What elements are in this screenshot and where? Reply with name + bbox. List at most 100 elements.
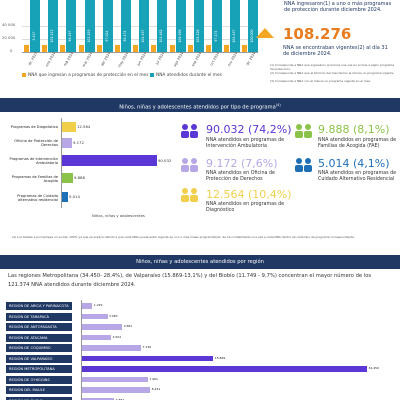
region-chart: REGIÓN DE ARICA Y PARINACOTA 1.249 REGIÓN …: [0, 300, 400, 400]
bar-value-label: 101.462: [159, 29, 164, 43]
region-intro: Las regiones Metropolitana (34.450- 28,4…: [8, 273, 372, 288]
region-bar: [82, 334, 111, 341]
program-label: Programas de Cuidado alternativo residen…: [17, 194, 58, 202]
stat-number-diagnostico: 12.564 (10,4%): [206, 188, 292, 201]
region-value: 8.241: [151, 387, 161, 392]
bar-value-label: 104.437: [141, 29, 146, 43]
month-label: dic 2024: [245, 51, 257, 67]
bar-atendidos: [66, 0, 77, 52]
program-value: 9.888: [74, 175, 85, 180]
bar-atendidos: [102, 0, 113, 52]
region-label: REGIÓN DE ATACAMA: [6, 333, 72, 342]
region-bar: [82, 324, 123, 330]
bar-atendidos: [84, 0, 95, 52]
section-header-by-type: Niños, niñas y adolescentes atendidos po…: [0, 98, 400, 112]
region-bar: [82, 303, 93, 309]
stat-desc-residencial: NNA atendidos en programas de Cuidado Al…: [318, 171, 397, 182]
region-label: REGIÓN DE TARAPACÁ: [6, 312, 72, 321]
bar-atendidos: [157, 0, 168, 52]
top-chart: 40 000 20 000 0 3.417 dic 2023 105.112 ene …: [0, 0, 262, 92]
region-label: REGIÓN DE O'HIGGINS: [6, 375, 72, 384]
bar-ingresan: [133, 45, 139, 52]
bar-atendidos: [175, 0, 186, 52]
y-tick: 40 000: [2, 22, 16, 27]
month-label: ene 2024: [44, 51, 57, 68]
bar-value-label: 3.417: [32, 31, 36, 41]
baseline: [22, 52, 258, 53]
bar-atendidos: [248, 0, 259, 52]
people-icon: [294, 122, 314, 139]
month-label: abr 2024: [99, 51, 112, 67]
bar-atendidos: [193, 0, 204, 52]
bar-value-label: 105.128: [195, 29, 200, 43]
stat-number-residencial: 5.014 (4,1%): [318, 157, 390, 170]
region-value: 34.450: [368, 366, 380, 371]
program-bar-diagnostico: [62, 122, 76, 132]
bar-value-label: 105.112: [50, 29, 55, 43]
bar-ingresan: [206, 45, 211, 52]
bar-value-label: 98.174: [123, 30, 127, 42]
bar-ingresan: [42, 45, 48, 52]
bar-ingresan: [115, 45, 120, 52]
region-value: 7.961: [149, 376, 158, 381]
bar-atendidos: [212, 0, 222, 52]
y-tick: 20 000: [2, 35, 16, 40]
region-bar: [82, 376, 148, 383]
program-label: Programas de Familias de Acogida: [11, 175, 58, 183]
region-value: 3.504: [112, 334, 122, 339]
bar-ingresan: [151, 45, 157, 52]
people-icon: [180, 186, 200, 203]
month-label: oct 2024: [209, 51, 221, 67]
region-value: 1.249: [93, 303, 103, 308]
bar-value-label: 106.198: [177, 29, 182, 43]
right-top-panel: NNA ingresaron(1) a uno o más programas …: [256, 0, 400, 92]
stat-desc-diagnostico: NNA atendidos en programas de Diagnóstic…: [206, 202, 285, 213]
program-stats: 90.032 (74,2%) NNA atendidos en programa…: [180, 118, 400, 224]
type-footnote: (4) Los totales a porcentajes no suman 1…: [12, 235, 355, 239]
bar-ingresan: [96, 45, 102, 52]
note-1: (1) Corresponde a NNA que ingresaron al …: [270, 63, 395, 71]
stat-desc-fae: NNA atendidos en programas de Familias d…: [318, 138, 397, 149]
region-label: REGIÓN DE ARICA Y PARINACOTA: [6, 302, 72, 310]
vigentes-number: 108.276: [283, 25, 352, 43]
ingresados-text: NNA ingresaron(1) a uno o más programas …: [284, 1, 392, 13]
bar-atendidos: [139, 0, 150, 52]
program-value: 12.564: [77, 124, 91, 129]
bar-value-label: 104.437: [232, 29, 237, 43]
region-bar: [82, 366, 367, 372]
section-title: Niños, niñas y adolescentes atendidos po…: [119, 104, 276, 111]
region-label: REGIÓN METROPOLITANA: [6, 365, 72, 373]
program-value: 5.014: [69, 194, 80, 199]
region-label: REGIÓN DE COQUIMBO: [6, 344, 72, 352]
note-3: (3) Corresponde a NNA con al menos un pr…: [270, 79, 371, 83]
stat-number-fae: 9.888 (8,1%): [318, 123, 390, 136]
region-value: 3.083: [109, 313, 118, 318]
month-label: mar 2024: [81, 51, 93, 68]
month-label: jul 2024: [155, 51, 166, 66]
legend-swatch-atendidos: [150, 73, 154, 77]
stat-desc-ambulatoria: NNA atendidos en programas de Intervenci…: [206, 138, 285, 149]
program-axis: [61, 118, 62, 208]
bar-ingresan: [187, 45, 193, 52]
program-bar-fae: [62, 173, 73, 183]
region-value: 7.136: [142, 345, 152, 350]
month-label: sep 2024: [190, 51, 203, 68]
month-label: feb 2024: [63, 51, 75, 67]
section-sup: (4): [275, 103, 281, 107]
region-bar: [82, 355, 214, 362]
region-bar: [82, 345, 142, 351]
section-header-by-region: Niños, niñas y adolescentes atendidos po…: [0, 255, 400, 269]
program-label: Programas de Intervención Ambulatoria: [9, 157, 58, 165]
stat-number-opd: 9.172 (7,6%): [206, 157, 278, 170]
bar-ingresan: [78, 45, 84, 52]
region-bar: [82, 397, 115, 400]
stat-desc-opd: NNA atendidos en Oficina de Protección d…: [206, 171, 275, 182]
bar-atendidos: [230, 0, 241, 52]
month-label: nov 2024: [226, 51, 239, 68]
y-tick: 0: [10, 48, 13, 53]
program-value: 9.172: [73, 140, 84, 145]
bar-ingresan: [224, 45, 230, 52]
region-axis: [81, 300, 82, 400]
people-icon: [180, 122, 200, 139]
program-label: Programas de Diagnóstico: [10, 125, 58, 129]
